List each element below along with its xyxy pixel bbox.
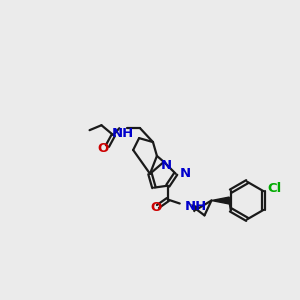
Text: N: N xyxy=(160,159,171,172)
Text: Cl: Cl xyxy=(267,182,282,195)
Text: NH: NH xyxy=(185,200,207,213)
Text: O: O xyxy=(98,142,109,154)
Text: NH: NH xyxy=(112,127,134,140)
Text: O: O xyxy=(150,201,162,214)
Polygon shape xyxy=(212,197,229,204)
Text: N: N xyxy=(180,167,191,180)
